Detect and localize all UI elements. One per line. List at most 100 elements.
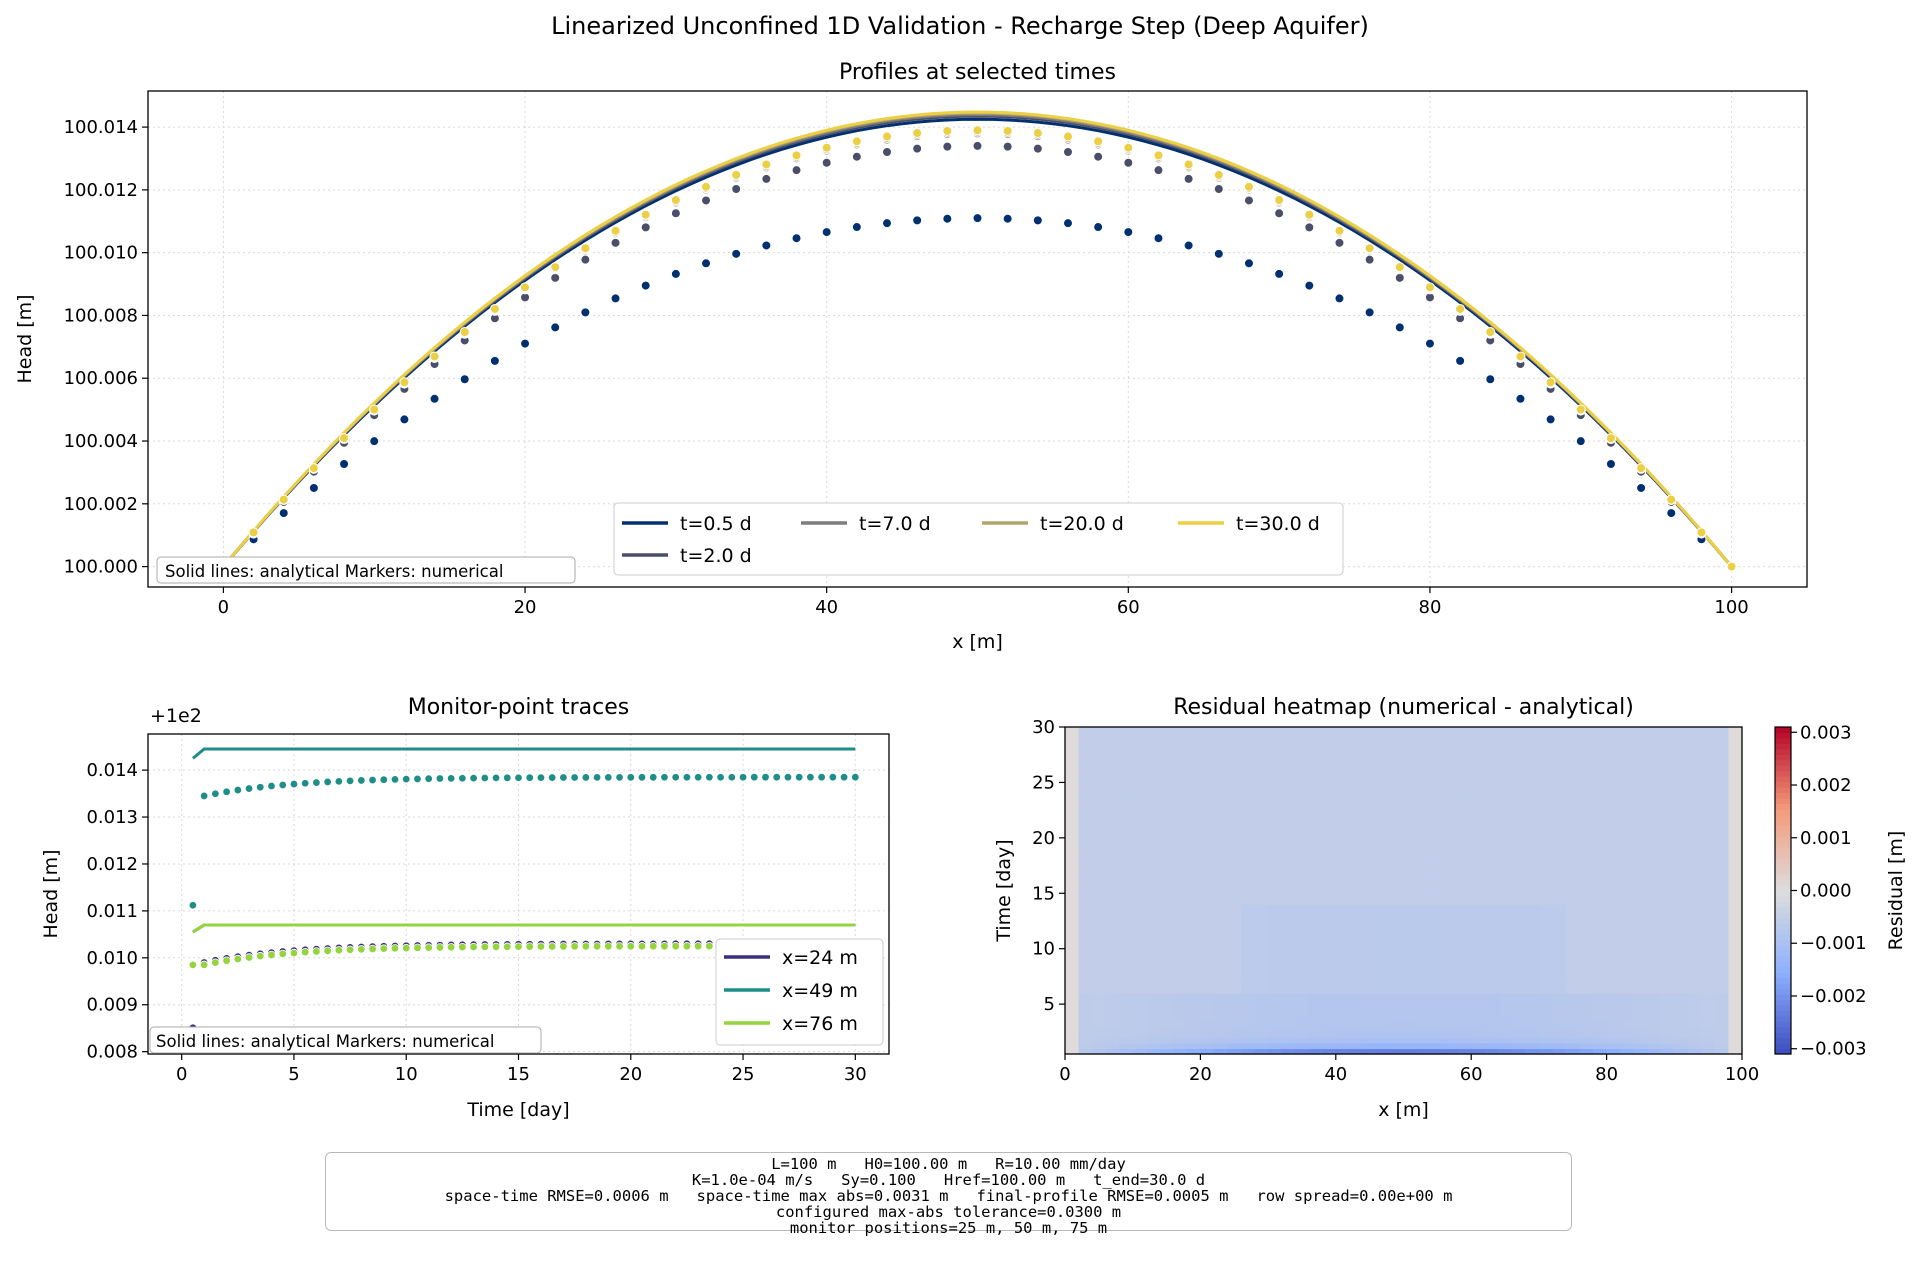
- heatmap-cell: [1552, 1020, 1567, 1027]
- heatmap-cell: [1457, 771, 1472, 778]
- heatmap-cell: [1119, 787, 1134, 795]
- colorbar-segment: [1775, 988, 1791, 995]
- heatmap-cell: [1241, 804, 1256, 811]
- heatmap-cell: [1647, 787, 1662, 795]
- heatmap-cell: [1159, 843, 1174, 850]
- heatmap-cell: [1714, 787, 1730, 795]
- numerical-marker: [1062, 131, 1073, 142]
- heatmap-cell: [1687, 848, 1702, 856]
- heatmap-cell: [1119, 749, 1134, 756]
- heatmap-cell: [1417, 826, 1432, 833]
- heatmap-cell: [1579, 1009, 1594, 1016]
- heatmap-cell: [1552, 793, 1567, 800]
- heatmap-cell: [1105, 832, 1120, 839]
- heatmap-cell: [1213, 854, 1229, 861]
- heatmap-cell: [1430, 932, 1445, 939]
- heatmap-cell: [1620, 854, 1635, 861]
- heatmap-cell: [1701, 754, 1716, 761]
- heatmap-cell: [1565, 843, 1581, 850]
- heatmap-cell: [1552, 860, 1567, 867]
- heatmap-cell: [1295, 915, 1310, 922]
- heatmap-cell: [1322, 754, 1337, 761]
- numerical-marker: [1394, 262, 1405, 273]
- heatmap-cell: [1200, 909, 1215, 917]
- heatmap-cell: [1281, 804, 1296, 811]
- heatmap-cell: [1674, 1020, 1689, 1027]
- heatmap-cell: [1295, 804, 1310, 811]
- heatmap-cell: [1268, 815, 1283, 822]
- heatmap-cell: [1376, 837, 1391, 844]
- heatmap-cell: [1444, 981, 1459, 989]
- heatmap-cell: [1498, 860, 1513, 867]
- heatmap-cell: [1714, 1026, 1730, 1033]
- heatmap-cell: [1606, 782, 1621, 789]
- heatmap-cell: [1335, 760, 1350, 767]
- heatmap-cell: [1525, 743, 1540, 750]
- heatmap-cell: [1132, 1015, 1147, 1022]
- heatmap-cell: [1552, 904, 1567, 911]
- heatmap-cell: [1687, 1004, 1702, 1011]
- heatmap-cell: [1511, 832, 1526, 839]
- heatmap-cell: [1484, 1031, 1499, 1038]
- heatmap-cell: [1078, 1031, 1093, 1038]
- heatmap-cell: [1417, 782, 1432, 789]
- heatmap-cell: [1173, 1042, 1188, 1050]
- heatmap-cell: [1241, 776, 1256, 784]
- heatmap-cell: [1701, 787, 1716, 795]
- heatmap-cell: [1389, 810, 1405, 817]
- heatmap-cell: [1389, 943, 1405, 950]
- heatmap-cell: [1687, 804, 1702, 811]
- heatmap-cell: [1159, 998, 1174, 1005]
- heatmap-cell: [1349, 848, 1364, 856]
- heatmap-cell: [1471, 1031, 1486, 1038]
- heatmap-cell: [1471, 771, 1486, 778]
- heatmap-cell: [1538, 898, 1554, 905]
- heatmap-cell: [1687, 854, 1702, 861]
- heatmap-cell: [1105, 937, 1120, 944]
- heatmap-cell: [1349, 915, 1364, 922]
- heatmap-cell: [1159, 1026, 1174, 1033]
- heatmap-cell: [1268, 804, 1283, 811]
- heatmap-cell: [1322, 1009, 1337, 1016]
- heatmap-cell: [1498, 826, 1513, 833]
- colorbar-segment: [1775, 814, 1791, 821]
- heatmap-cell: [1376, 782, 1391, 789]
- heatmap-cell: [1376, 904, 1391, 911]
- heatmap-cell: [1647, 987, 1662, 994]
- heatmap-cell: [1579, 1026, 1594, 1033]
- heatmap-cell: [1565, 915, 1581, 922]
- numerical-marker: [670, 268, 681, 279]
- heatmap-cell: [1647, 1037, 1662, 1044]
- heatmap-cell: [1227, 993, 1242, 1000]
- numerical-marker: [491, 773, 501, 783]
- heatmap-cell: [1281, 893, 1296, 900]
- heatmap-cell: [1159, 732, 1174, 739]
- heatmap-cell: [1335, 1020, 1350, 1027]
- heatmap-cell: [1295, 832, 1310, 839]
- heatmap-cell: [1241, 815, 1256, 822]
- heatmap-cell: [1579, 943, 1594, 950]
- heatmap-cell: [1606, 932, 1621, 939]
- heatmap-cell: [1173, 926, 1188, 933]
- heatmap-cell: [1714, 943, 1730, 950]
- heatmap-cell: [1281, 965, 1296, 972]
- heatmap-cell: [1714, 981, 1730, 989]
- heatmap-cell: [1254, 970, 1269, 978]
- heatmap-cell: [1376, 865, 1391, 872]
- heatmap-cell: [1092, 787, 1107, 795]
- heatmap-cell: [1444, 771, 1459, 778]
- heatmap-cell: [1579, 810, 1594, 817]
- heatmap-cell: [1444, 871, 1459, 878]
- heatmap-cell: [1687, 760, 1702, 767]
- heatmap-cell: [1065, 826, 1080, 833]
- heatmap-cell: [1701, 860, 1716, 867]
- heatmap-cell: [1146, 765, 1161, 772]
- numerical-marker: [399, 377, 410, 388]
- colorbar-segment: [1775, 972, 1791, 979]
- heatmap-cell: [1660, 1042, 1675, 1050]
- heatmap-cell: [1633, 793, 1648, 800]
- heatmap-cell: [1674, 904, 1689, 911]
- heatmap-cell: [1606, 749, 1621, 756]
- heatmap-cell: [1241, 1020, 1256, 1027]
- heatmap-cell: [1268, 1020, 1283, 1027]
